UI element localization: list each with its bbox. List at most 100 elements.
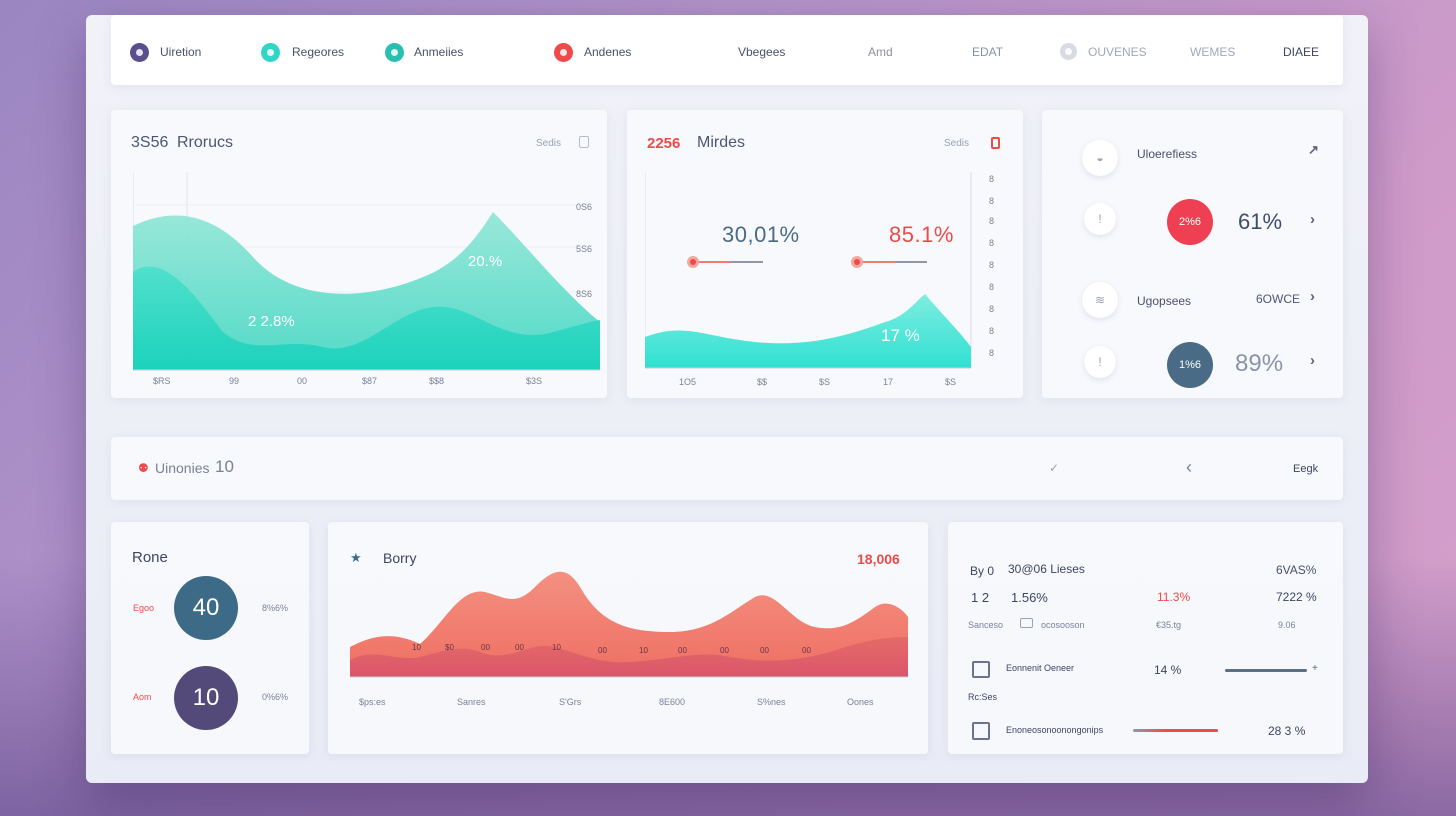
y-tick-label: 8S6 [576,289,593,299]
sedis-link[interactable]: Sedis [536,138,562,149]
nav-item-vbegees[interactable]: Vbegees [738,45,786,59]
user-dot-icon[interactable] [130,43,149,62]
value-circle: 10 [174,666,238,730]
y-tick-label: 8 [989,238,995,248]
calendar-icon[interactable] [579,136,589,148]
y-tick-label: 8 [989,216,995,226]
value-label: 2 2.8% [248,313,295,330]
x-tick-label: $$8 [429,376,445,386]
value-label: 20.% [468,253,503,270]
row-value: 28 3 % [1268,724,1306,738]
banner-action[interactable]: Eegk [1293,463,1319,475]
value-circle: 40 [174,576,238,640]
row-value: 7222 % [1276,590,1317,604]
teal-dot-icon[interactable] [385,43,404,62]
building-icon [972,661,990,678]
item-label: Egoo [133,603,155,613]
nav-item-diaee[interactable]: DIAEE [1283,45,1320,59]
nav-item-uiretion[interactable]: Uiretion [160,45,202,59]
sedis-link[interactable]: Sedis [944,138,970,149]
x-tick-label: S%nes [757,697,786,707]
x-tick-label: 1O5 [679,377,697,387]
percent-badge-text: 1%6 [1178,359,1202,371]
range-marker-core [854,259,860,265]
inner-tick: 00 [481,643,490,652]
metric-value: 17 % [881,326,920,345]
inner-tick: 10 [639,646,648,655]
banner-count: 10 [215,457,234,476]
x-tick-label: $87 [362,376,378,386]
value-circle-text: 10 [192,684,220,711]
star-icon[interactable]: ★ [350,550,362,565]
y-tick-label: 8 [989,196,995,206]
grey-dot-icon[interactable] [1060,43,1077,60]
chart-icon [972,722,990,740]
chevron-right-icon[interactable]: › [1310,352,1315,369]
nav-item-amd[interactable]: Amd [868,45,893,59]
teal-dot-icon[interactable] [261,43,280,62]
row-sub: €35.tg [1156,620,1182,630]
header-label: 30@06 Lieses [1008,562,1085,576]
nav-item-edat[interactable]: EDAT [972,45,1004,59]
row-value: 1.56% [1011,590,1048,605]
row-label: Enoneosonoonongonips [1006,725,1104,735]
header-value: 6VAS% [1276,563,1317,577]
nav-item-andenes[interactable]: Andenes [584,45,632,59]
percent-badge: 2%6 [1167,199,1213,245]
x-tick-label: Sanres [457,697,486,707]
red-dot-icon[interactable] [554,43,573,62]
card-title: Mirdes [697,134,746,151]
chevron-right-icon[interactable]: › [1310,288,1315,305]
layers-icon[interactable]: ≋ [1082,282,1118,318]
chevron-right-icon[interactable]: › [1310,211,1315,228]
stat-value: 61% [1238,209,1283,234]
value-circle-text: 40 [192,594,220,621]
chevron-left-icon[interactable]: ‹ [1186,457,1192,477]
alert-icon[interactable]: ! [1084,346,1116,378]
x-tick-label: 00 [297,376,308,386]
x-tick-label: S'Grs [559,697,582,707]
x-tick-label: $$ [757,377,768,387]
folder-icon[interactable] [1020,618,1033,628]
row-sub: 9.06 [1278,620,1296,630]
percent-badge: 1%6 [1167,342,1213,388]
user-icon: ⚉ [138,461,149,475]
banner-label: Uinonies [155,460,210,476]
row-sub: Sanceso [968,620,1004,630]
nav-item-anmeiies[interactable]: Anmeiies [414,45,464,59]
card-title-number: 3S56 [131,134,169,151]
inner-tick: 00 [802,646,811,655]
nav-item-regeores[interactable]: Regeores [292,45,345,59]
y-tick-label: 8 [989,260,995,270]
x-tick-label: $3S [526,376,543,386]
inner-tick: 00 [760,646,769,655]
header-label: By 0 [970,564,995,578]
nav-item-wemes[interactable]: WEMES [1190,45,1236,59]
borry-card: ★ Borry 18,006 10 $0 00 00 10 00 10 [328,522,928,754]
y-tick-label: 8 [989,326,995,336]
coral-area-chart [350,571,908,678]
gauge-icon[interactable]: ◒ [1082,140,1118,176]
x-tick-label: Oones [847,697,874,707]
series-area-front [350,637,908,677]
card-title: Rrorucs [177,134,234,151]
lieses-card: By 0 30@06 Lieses 6VAS% 1 2 1.56% 11.3% … [948,522,1343,754]
x-tick-label: 8E600 [659,697,686,707]
inner-tick: 00 [678,646,687,655]
stat-label: Uloerefiess [1137,147,1198,161]
stat-value: 6OWCE [1256,292,1301,306]
mirdes-chart [645,172,972,369]
expand-arrow-icon[interactable]: ↗ [1308,142,1319,157]
y-tick-label: 0S6 [576,202,593,212]
check-icon[interactable]: ✓ [1049,461,1060,475]
mirdes-card: 2256 Mirdes Sedis 30,01% 85.1 [627,110,1023,398]
top-nav: Uiretion Regeores Anmeiies Andenes Vbege… [111,15,1343,85]
inner-tick: $0 [445,643,454,652]
plus-icon[interactable]: + [1312,663,1318,674]
calendar-icon[interactable] [991,137,1000,149]
item-pct: 8%6% [262,603,289,613]
card-title: Borry [383,550,417,566]
series-area-front [133,266,600,370]
alert-icon[interactable]: ! [1084,203,1116,235]
nav-item-ouvenes[interactable]: OUVENES [1088,45,1147,59]
